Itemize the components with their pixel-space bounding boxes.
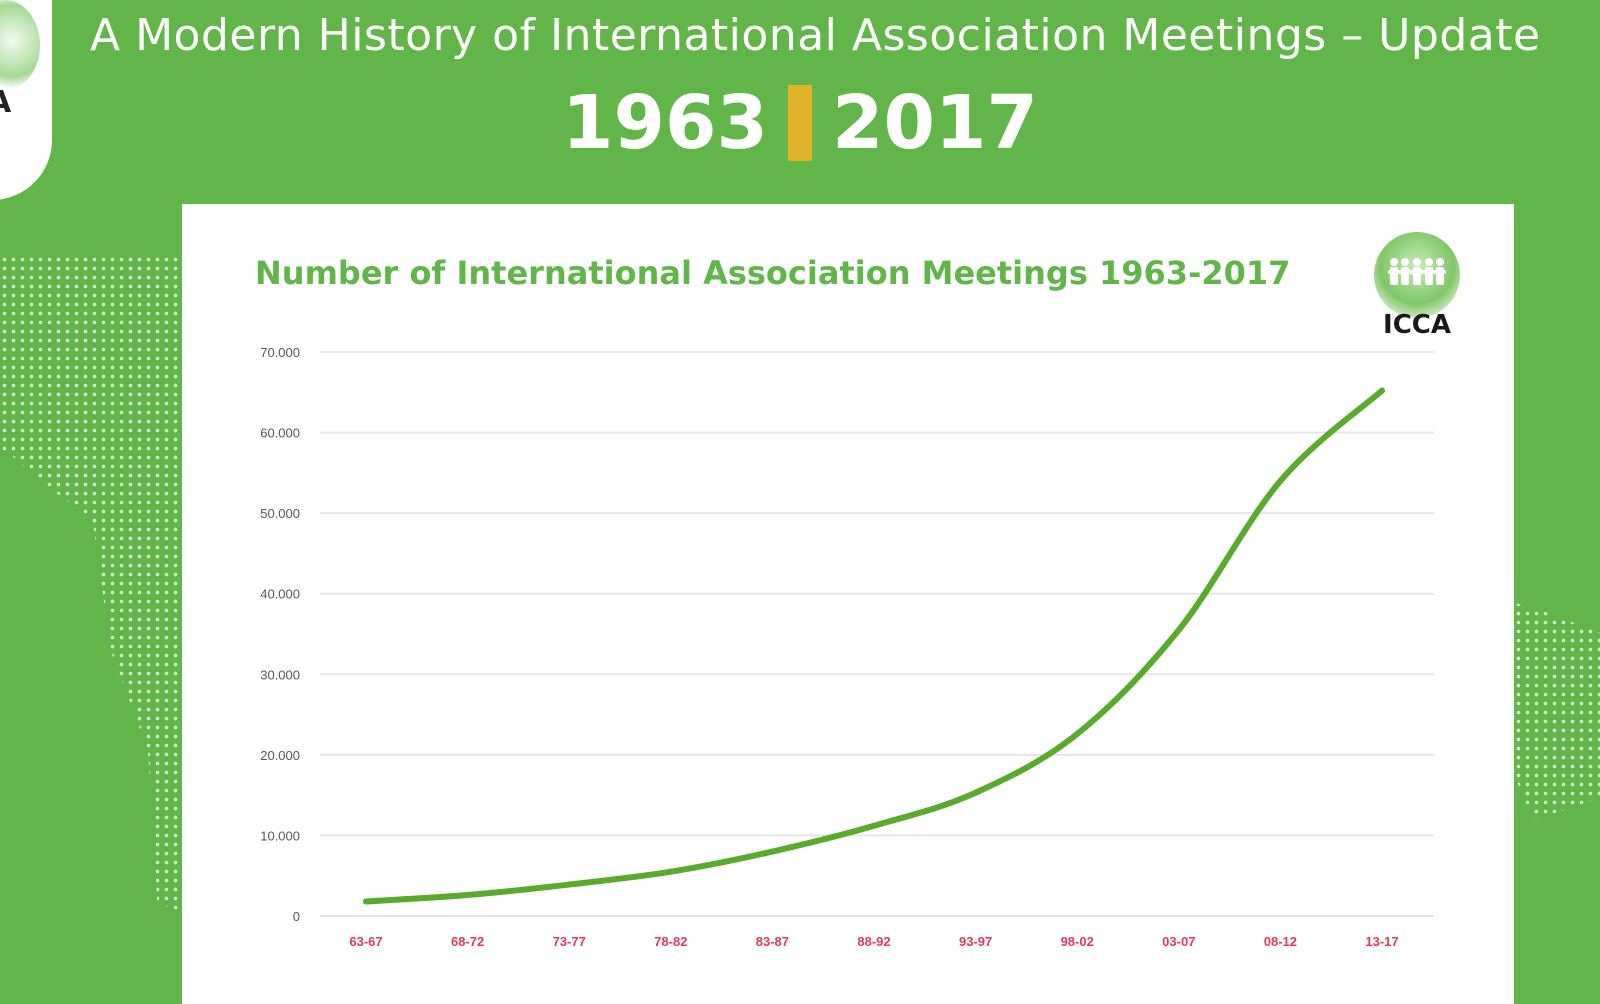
data-point [464, 892, 471, 899]
data-point [1074, 730, 1081, 737]
data-point [1277, 477, 1284, 484]
y-tick-label: 20.000 [260, 748, 300, 763]
x-tick-label: 08-12 [1264, 934, 1297, 949]
data-point [667, 868, 674, 875]
year-range: 1963 2017 [0, 78, 1600, 168]
line-chart: 0 10.000 20.000 30.000 40.000 50.000 60.000 70.… [260, 345, 1434, 949]
x-tick-label: 93-97 [959, 934, 992, 949]
x-tick-label: 88-92 [857, 934, 890, 949]
icca-logo-text: ICCA [1383, 310, 1451, 340]
corner-logo-text: A [0, 85, 11, 120]
data-point [972, 789, 979, 796]
y-tick-label: 0 [293, 909, 300, 924]
year-separator-bar [788, 85, 812, 161]
x-tick-label: 78-82 [654, 934, 687, 949]
chart-panel: Number of International Association Meet… [182, 204, 1514, 1004]
data-point [1379, 387, 1385, 394]
data-point [363, 898, 369, 905]
page-title: A Modern History of International Associ… [90, 10, 1541, 61]
x-tick-label: 73-77 [553, 934, 586, 949]
x-tick-label: 68-72 [451, 934, 484, 949]
y-tick-label: 30.000 [260, 667, 300, 682]
series-line [363, 387, 1385, 905]
y-tick-label: 60.000 [260, 426, 300, 441]
icca-corner-logo: A [0, 0, 52, 200]
x-tick-label: 03-07 [1162, 934, 1195, 949]
chart-title: Number of International Association Meet… [255, 254, 1291, 292]
globe-icon [0, 0, 40, 90]
y-tick-label: 40.000 [260, 587, 300, 602]
data-point [1175, 626, 1182, 633]
year-start: 1963 [562, 80, 768, 166]
data-point [871, 822, 877, 829]
x-tick-label: 98-02 [1061, 934, 1094, 949]
y-tick-label: 70.000 [260, 345, 300, 360]
year-end: 2017 [832, 80, 1038, 166]
icca-logo: ICCA [1362, 232, 1472, 342]
y-tick-label: 50.000 [260, 506, 300, 521]
data-point [769, 848, 776, 855]
data-point [566, 881, 573, 888]
people-icon [1388, 258, 1446, 285]
x-tick-label: 83-87 [756, 934, 789, 949]
world-map-dots-left [0, 255, 185, 915]
x-tick-label: 63-67 [349, 934, 382, 949]
x-tick-label: 13-17 [1365, 934, 1398, 949]
y-tick-label: 10.000 [260, 828, 300, 843]
world-map-dots-right [1505, 600, 1600, 820]
